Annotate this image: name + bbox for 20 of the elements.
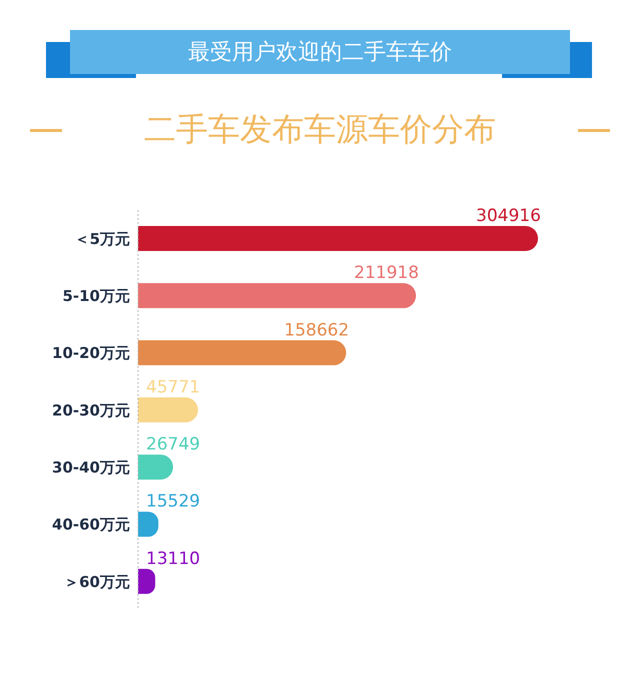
bar: [138, 397, 198, 422]
data-label: 211918: [354, 263, 419, 284]
data-label: 304916: [476, 206, 541, 226]
y-tick-label: ＜5万元: [74, 230, 130, 248]
y-tick-label: 30-40万元: [52, 458, 130, 476]
y-tick-label: 10-20万元: [52, 344, 130, 362]
data-label: 26749: [146, 434, 200, 455]
data-label: 15529: [146, 492, 200, 512]
bar: [138, 283, 416, 308]
data-label: 13110: [146, 548, 200, 569]
y-tick-label: ＞60万元: [64, 572, 130, 591]
y-tick-label: 5-10万元: [62, 287, 130, 306]
data-label: 158662: [284, 320, 350, 340]
chart-subtitle: 二手车发布车源车价分布: [144, 109, 496, 150]
bar: [138, 340, 346, 366]
data-label: 45771: [146, 377, 200, 398]
bar: [138, 226, 538, 251]
y-tick-label: 40-60万元: [52, 516, 130, 534]
y-tick-label: 20-30万元: [52, 401, 130, 420]
chart-title: 最受用户欢迎的二手车车价: [188, 39, 452, 67]
